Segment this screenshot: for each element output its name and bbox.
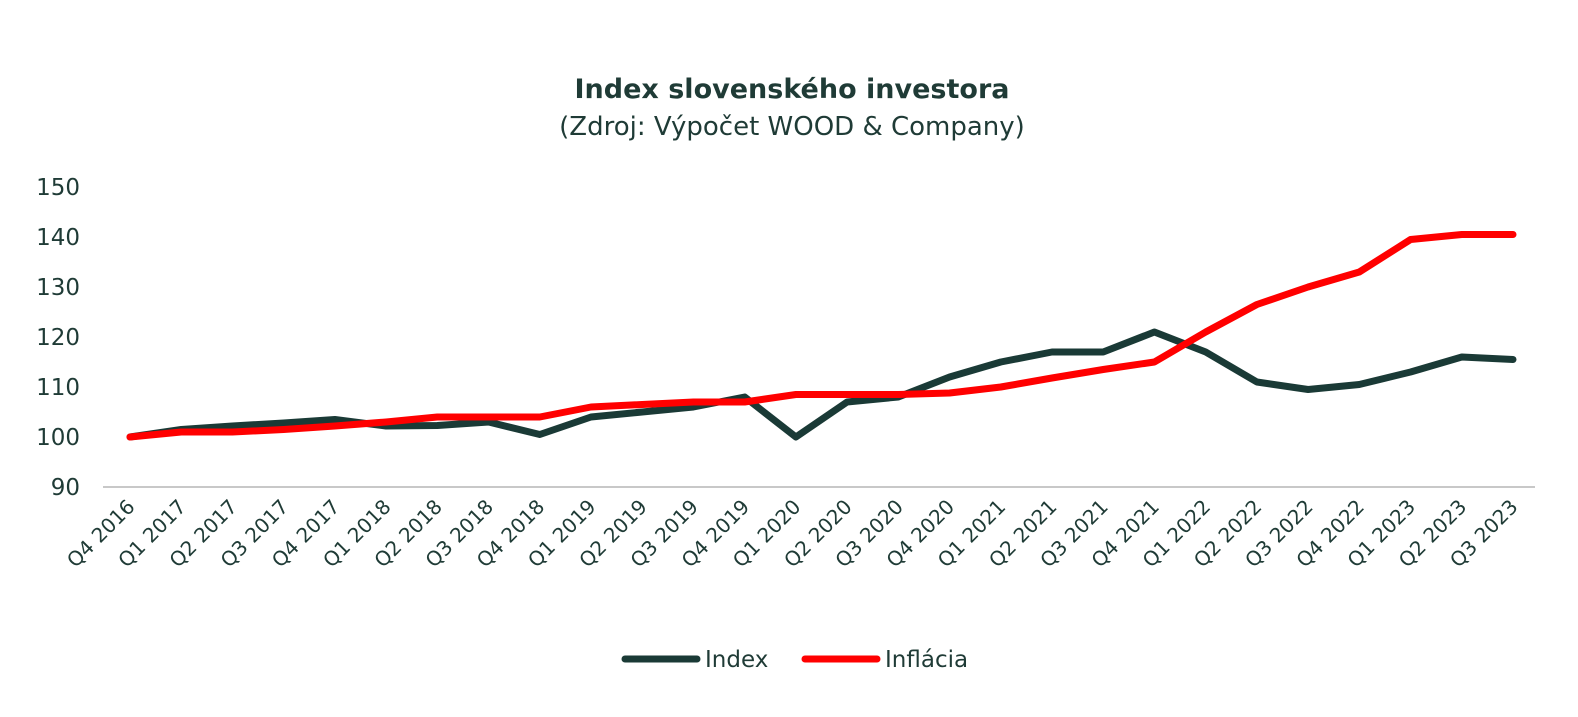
legend-label-inflacia: Inflácia <box>885 647 968 673</box>
y-axis: 90 100 110 120 130 140 150 <box>36 175 80 501</box>
legend: Index Inflácia <box>621 647 968 673</box>
y-tick-label: 110 <box>36 375 80 401</box>
y-tick-label: 120 <box>36 325 80 351</box>
series-line-index <box>126 328 1517 441</box>
series-line-inflacia <box>126 231 1517 441</box>
y-tick-label: 150 <box>36 175 80 201</box>
legend-item-index[interactable]: Index <box>621 647 768 673</box>
series-layer <box>126 231 1517 441</box>
y-tick-label: 140 <box>36 225 80 251</box>
chart-subtitle: (Zdroj: Výpočet WOOD & Company) <box>559 112 1025 142</box>
y-tick-label: 100 <box>36 425 80 451</box>
chart-title: Index slovenského investora <box>575 74 1010 105</box>
y-tick-label: 90 <box>51 475 80 501</box>
legend-label-index: Index <box>705 647 768 673</box>
y-tick-label: 130 <box>36 275 80 301</box>
legend-item-inflacia[interactable]: Inflácia <box>801 647 968 673</box>
